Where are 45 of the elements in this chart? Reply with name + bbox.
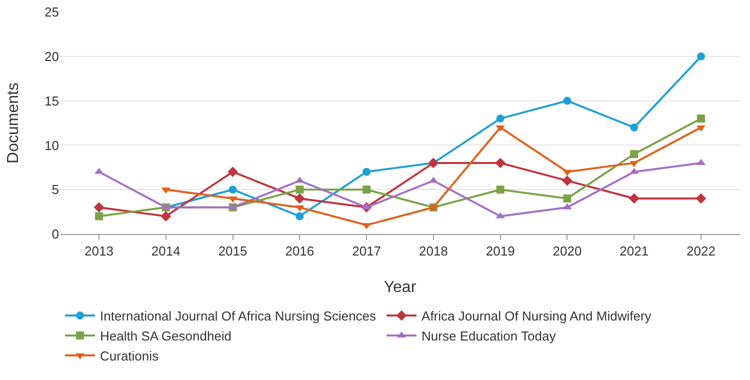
y-tick-label: 10: [44, 138, 59, 153]
point: [696, 193, 706, 204]
y-tick-label: 15: [44, 93, 59, 108]
x-tick-label: 2020: [552, 244, 582, 259]
point: [95, 212, 103, 220]
legend-label: Health SA Gesondheid: [100, 328, 232, 344]
point: [563, 96, 572, 105]
legend-label: Curationis: [100, 348, 160, 364]
x-tick-label: 2021: [620, 244, 649, 259]
point: [296, 212, 304, 220]
y-axis-title: Documents: [5, 82, 22, 164]
x-tick-label: 2013: [84, 244, 114, 259]
x-tick-label: 2014: [151, 244, 180, 259]
legend-label: Africa Journal Of Nursing And Midwifery: [422, 308, 652, 324]
legend-label: International Journal Of Africa Nursing Sciences: [100, 308, 377, 324]
point: [496, 186, 504, 194]
point: [294, 193, 305, 204]
point: [296, 186, 304, 194]
y-tick-label: 5: [52, 182, 59, 198]
point: [697, 52, 705, 60]
point: [628, 193, 640, 204]
y-tick-label: 0: [52, 226, 59, 242]
x-tick-label: 2017: [352, 244, 382, 259]
y-tick-label: 25: [44, 4, 59, 20]
point: [496, 114, 504, 123]
x-axis-title: Year: [384, 279, 417, 296]
point: [697, 114, 705, 123]
point: [630, 123, 638, 132]
point: [228, 166, 238, 178]
point: [563, 194, 572, 202]
point: [362, 168, 371, 176]
y-tick-label: 20: [44, 48, 59, 64]
point: [495, 158, 506, 168]
x-tick-label: 2015: [218, 244, 248, 259]
x-tick-label: 2016: [285, 244, 314, 259]
point: [562, 176, 572, 186]
point: [630, 150, 638, 158]
point: [94, 202, 104, 213]
point: [228, 186, 237, 194]
x-tick-label: 2019: [486, 244, 515, 259]
point: [160, 211, 172, 222]
point: [362, 186, 371, 194]
legend-label: Nurse Education Today: [422, 328, 556, 344]
x-tick-label: 2018: [418, 244, 448, 259]
x-tick-label: 2022: [686, 244, 716, 259]
